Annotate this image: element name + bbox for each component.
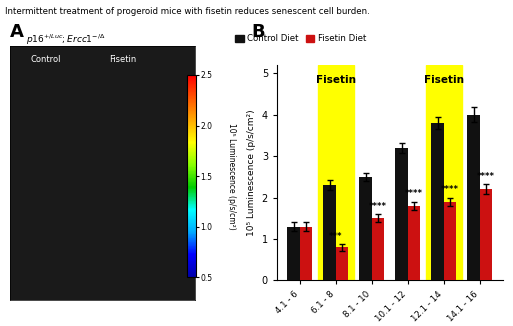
Text: ****: **** xyxy=(405,189,423,199)
Text: ****: **** xyxy=(441,185,459,194)
Bar xyxy=(480,189,492,280)
Bar xyxy=(336,247,348,280)
Text: Control: Control xyxy=(31,55,62,65)
Text: ****: **** xyxy=(369,202,387,211)
Bar xyxy=(444,202,457,280)
Bar xyxy=(426,65,462,280)
Text: ***: *** xyxy=(329,232,343,241)
Text: B: B xyxy=(251,23,265,41)
Y-axis label: 10⁵ Luminescence (p/s/cm²): 10⁵ Luminescence (p/s/cm²) xyxy=(247,110,256,236)
Text: Fisetin: Fisetin xyxy=(109,55,137,65)
Text: Fisetin: Fisetin xyxy=(424,75,464,85)
Bar xyxy=(431,123,444,280)
Bar xyxy=(408,206,421,280)
Bar xyxy=(300,227,312,280)
Text: Intermittent treatment of progeroid mice with fisetin reduces senescent cell bur: Intermittent treatment of progeroid mice… xyxy=(5,7,370,16)
Text: $p16^{+/Luc};Ercc1^{-/\Delta}$: $p16^{+/Luc};Ercc1^{-/\Delta}$ xyxy=(26,33,105,47)
Bar xyxy=(372,218,384,280)
Bar xyxy=(396,148,408,280)
Bar xyxy=(287,227,300,280)
Y-axis label: 10⁵ Luminescence (p/s/cm²): 10⁵ Luminescence (p/s/cm²) xyxy=(227,123,235,230)
Bar xyxy=(359,177,372,280)
Bar xyxy=(318,65,354,280)
Text: A: A xyxy=(10,23,24,41)
Text: ****: **** xyxy=(477,172,495,181)
Bar xyxy=(467,115,480,280)
Text: Fisetin: Fisetin xyxy=(316,75,356,85)
Bar xyxy=(323,185,336,280)
Legend: Control Diet, Fisetin Diet: Control Diet, Fisetin Diet xyxy=(232,31,369,47)
